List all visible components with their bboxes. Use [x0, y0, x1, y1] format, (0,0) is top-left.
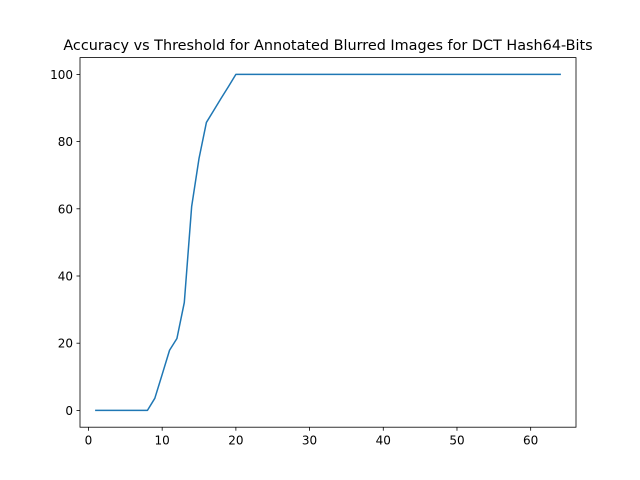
- plot-area: [95, 73, 561, 412]
- y-axis: 0 20 40 60 80 100: [50, 68, 80, 418]
- x-tick-label: 50: [449, 434, 464, 448]
- x-tick-label: 20: [228, 434, 243, 448]
- x-tick-label: 30: [302, 434, 317, 448]
- series-line: [95, 73, 561, 412]
- chart-title: Accuracy vs Threshold for Annotated Blur…: [63, 38, 592, 54]
- x-axis: 0 10 20 30 40 50 60: [85, 427, 538, 448]
- y-tick-label: 100: [50, 68, 73, 82]
- y-tick-label: 60: [58, 202, 73, 216]
- y-tick-label: 0: [65, 404, 73, 418]
- x-tick-label: 10: [155, 434, 170, 448]
- y-tick-label: 20: [58, 337, 73, 351]
- x-tick-label: 60: [523, 434, 538, 448]
- axes-frame: [79, 57, 577, 428]
- x-tick-label: 0: [85, 434, 93, 448]
- x-tick-label: 40: [376, 434, 391, 448]
- y-tick-label: 80: [58, 135, 73, 149]
- y-tick-label: 40: [58, 270, 73, 284]
